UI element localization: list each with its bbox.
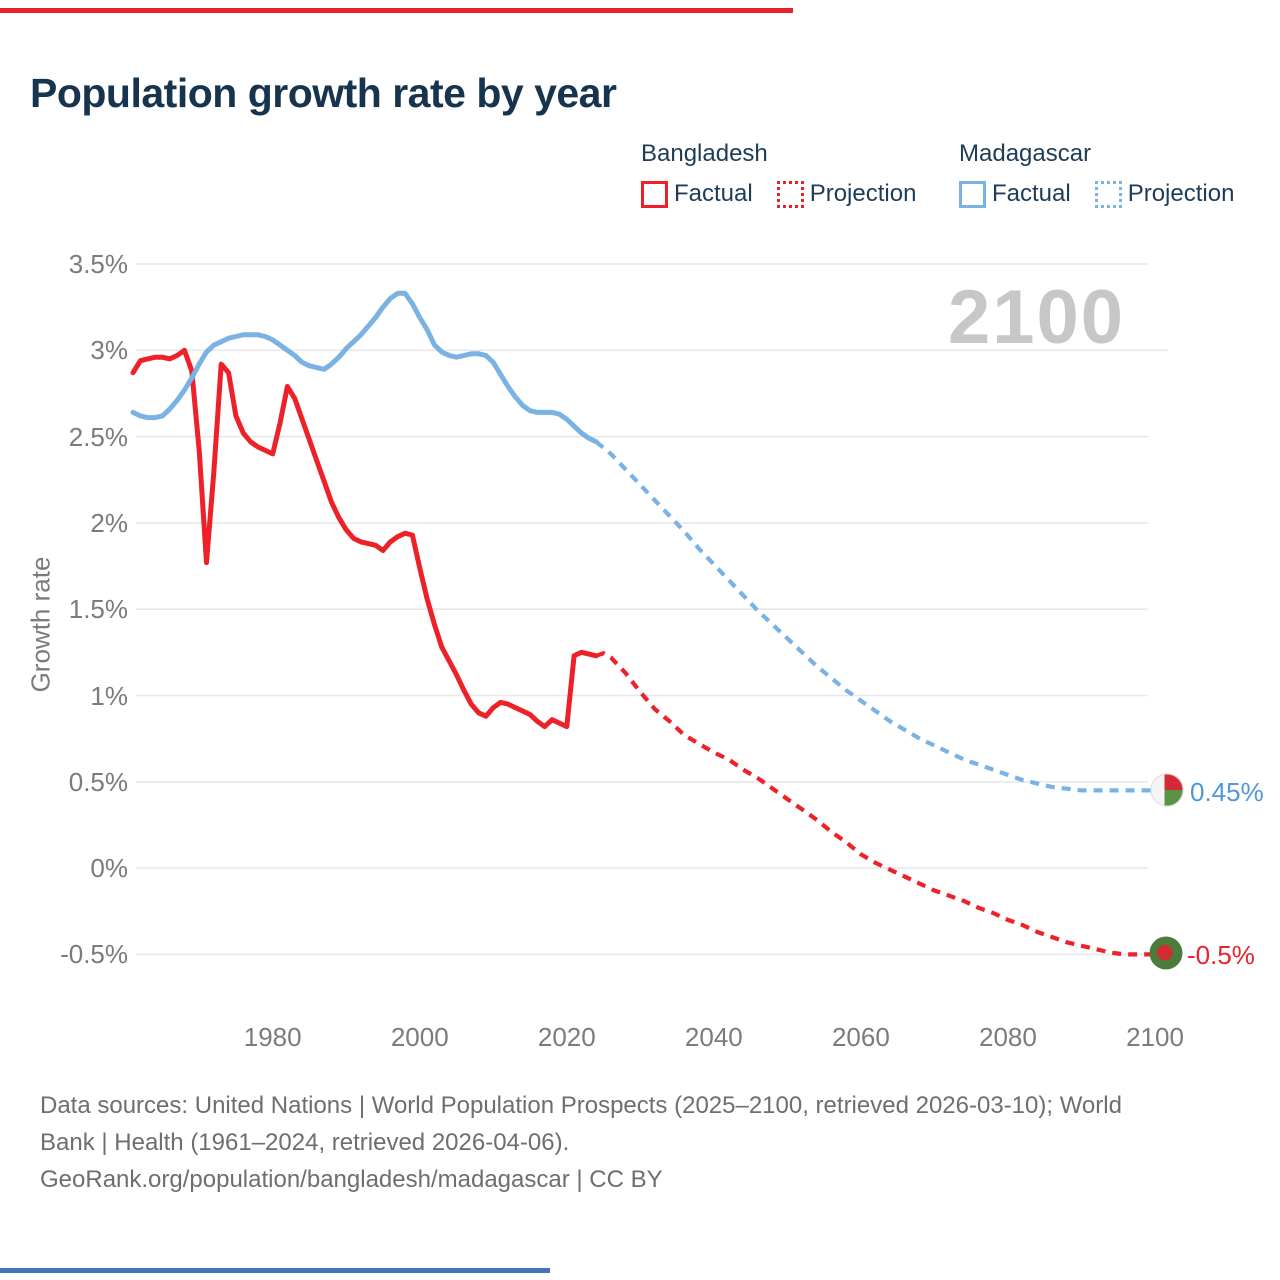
bangladesh-factual-swatch-icon xyxy=(641,180,668,208)
footer-link: GeoRank.org/population/bangladesh/madaga… xyxy=(40,1166,663,1193)
legend-item-madagascar-projection[interactable]: Projection xyxy=(1071,180,1234,208)
x-tick-label: 2000 xyxy=(390,1022,449,1052)
bangladesh-flag-icon xyxy=(1149,936,1183,970)
top-accent-bar xyxy=(0,8,793,13)
bottom-accent-bar xyxy=(0,1268,550,1273)
madagascar-end-value-label: 0.45% xyxy=(1190,777,1264,807)
bangladesh-projection-swatch-icon xyxy=(776,180,804,208)
y-tick-label: 0.5% xyxy=(68,766,128,797)
madagascar-factual-line xyxy=(130,290,599,445)
page-title: Population growth rate by year xyxy=(30,70,617,116)
data-sources-line-1: Data sources: United Nations | World Pop… xyxy=(40,1092,1122,1119)
legend-country-bangladesh: Bangladesh xyxy=(641,140,768,167)
x-tick-label: 2040 xyxy=(684,1022,743,1052)
legend-group-bangladesh: Bangladesh Factual Projection xyxy=(641,140,916,208)
legend-group-madagascar: Madagascar Factual Projection xyxy=(959,140,1234,208)
legend-item-madagascar-factual[interactable]: Factual xyxy=(959,180,1071,208)
madagascar-projection-swatch-icon xyxy=(1094,180,1122,208)
madagascar-factual-swatch-icon xyxy=(959,180,986,208)
y-tick-label: 1.5% xyxy=(68,594,128,625)
y-tick-label: 3% xyxy=(90,335,128,366)
x-tick-label: 2080 xyxy=(979,1022,1037,1052)
x-tick-label: 2020 xyxy=(537,1022,596,1052)
bangladesh-factual-line xyxy=(130,347,599,730)
y-tick-label: -0.5% xyxy=(60,939,128,970)
y-tick-label: 1% xyxy=(90,680,128,711)
legend-item-bangladesh-factual[interactable]: Factual xyxy=(641,180,753,208)
legend-country-madagascar: Madagascar xyxy=(959,140,1092,167)
x-tick-label: 2100 xyxy=(1126,1022,1184,1052)
y-tick-label: 2% xyxy=(90,507,128,538)
x-tick-label: 1980 xyxy=(243,1022,302,1052)
y-tick-label: 2.5% xyxy=(68,421,128,452)
y-tick-label: 0% xyxy=(90,853,128,884)
legend-item-bangladesh-projection[interactable]: Projection xyxy=(753,180,916,208)
data-sources-note: Data sources: United Nations | World Pop… xyxy=(40,1087,1240,1198)
y-tick-label: 3.5% xyxy=(68,249,128,279)
x-tick-label: 2060 xyxy=(831,1022,890,1052)
madagascar-projection-line xyxy=(594,440,1155,793)
data-sources-line-2: Bank | Health (1961–2024, retrieved 2026… xyxy=(40,1129,570,1156)
madagascar-flag-icon xyxy=(1150,773,1184,807)
bangladesh-projection-line xyxy=(595,651,1155,957)
watermark-year: 2100 xyxy=(948,275,1126,360)
bangladesh-end-value-label: -0.5% xyxy=(1187,940,1255,970)
